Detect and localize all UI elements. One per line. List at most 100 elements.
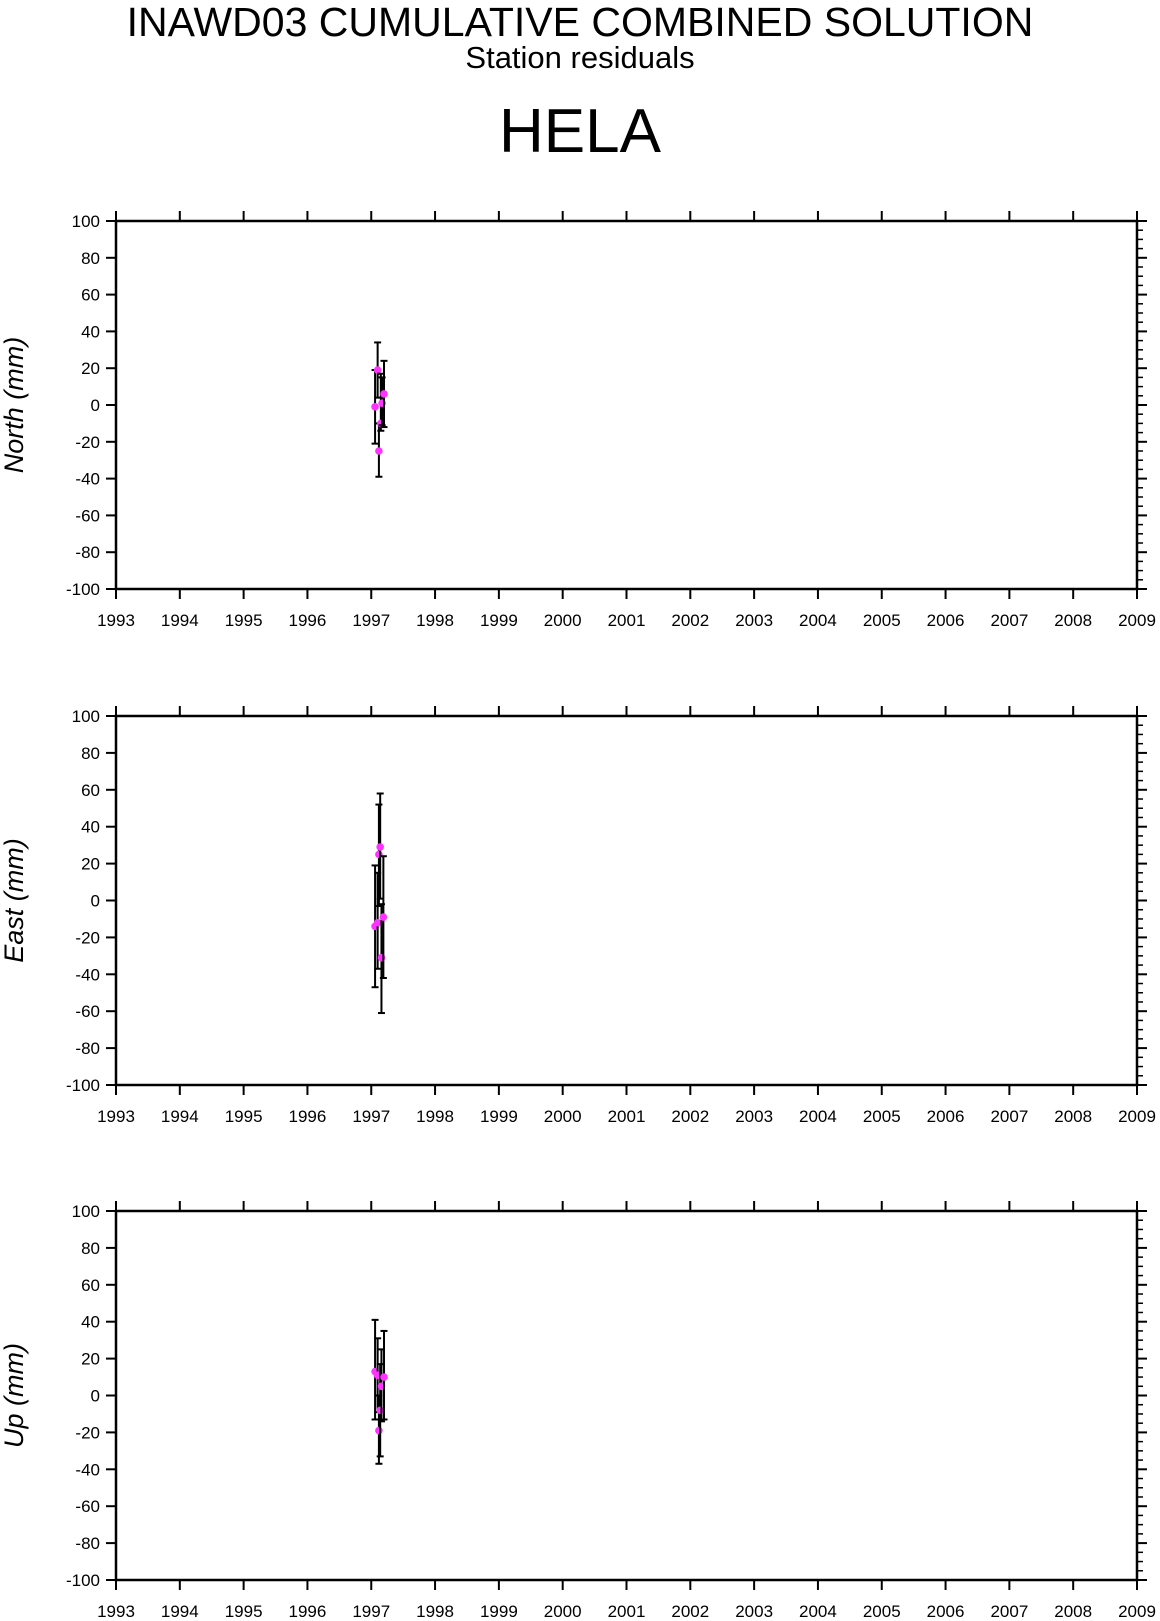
y-tick-label: 100	[72, 212, 100, 231]
x-tick-label: 2002	[671, 611, 709, 630]
x-tick-label: 2009	[1118, 1107, 1156, 1126]
x-tick-label: 1998	[416, 611, 454, 630]
x-tick-label: 1995	[225, 1602, 263, 1621]
x-tick-label: 1999	[480, 611, 518, 630]
x-tick-label: 2009	[1118, 611, 1156, 630]
data-point	[375, 1426, 383, 1435]
x-tick-label: 2001	[608, 611, 646, 630]
y-axis-title: North (mm)	[0, 337, 29, 474]
y-tick-label: 80	[81, 1239, 100, 1258]
y-tick-label: -60	[75, 506, 100, 525]
panel-3: 1993 1994 1995 1996 1997 1998 1999 2000 2001 2002…	[0, 1201, 1156, 1621]
y-tick-label: 100	[72, 1202, 100, 1221]
y-tick-label: -40	[75, 470, 100, 489]
x-tick-label: 2001	[608, 1602, 646, 1621]
x-tick-label: 2000	[544, 1602, 582, 1621]
x-tick-label: 1997	[352, 1107, 390, 1126]
x-tick-label: 2000	[544, 611, 582, 630]
y-tick-label: -20	[75, 1423, 100, 1442]
data-point	[380, 1373, 388, 1381]
x-tick-label: 2005	[863, 611, 901, 630]
plot-frame	[114, 219, 1139, 591]
y-tick-label: -80	[75, 1039, 100, 1058]
y-tick-label: 80	[81, 249, 100, 268]
plot-frame	[114, 714, 1139, 1087]
y-tick-label: 0	[91, 892, 100, 911]
y-tick-label: 0	[91, 396, 100, 415]
y-tick-label: 40	[81, 1313, 100, 1332]
x-tick-label: 1999	[480, 1602, 518, 1621]
x-tick-label: 2001	[608, 1107, 646, 1126]
x-tick-label: 2008	[1054, 1602, 1092, 1621]
y-tick-label: 80	[81, 744, 100, 763]
x-tick-label: 2000	[544, 1107, 582, 1126]
x-tick-label: 1994	[161, 611, 199, 630]
y-tick-label: -100	[66, 1571, 100, 1590]
plot-frame	[114, 1209, 1139, 1582]
x-tick-label: 2006	[927, 1107, 965, 1126]
x-tick-label: 2009	[1118, 1602, 1156, 1621]
x-tick-label: 1996	[289, 1602, 327, 1621]
x-tick-label: 2008	[1054, 611, 1092, 630]
x-tick-label: 2005	[863, 1107, 901, 1126]
x-tick-label: 2007	[990, 611, 1028, 630]
data-point	[380, 390, 388, 398]
y-tick-label: -60	[75, 1002, 100, 1021]
data-point	[373, 918, 382, 927]
x-tick-label: 2003	[735, 611, 773, 630]
x-tick-label: 2008	[1054, 1107, 1092, 1126]
panel-2: 1993 1994 1995 1996 1997 1998 1999 2000 2001 2002…	[0, 706, 1156, 1126]
y-tick-label: 20	[81, 1350, 100, 1369]
x-tick-label: 1993	[97, 611, 135, 630]
y-tick-label: 40	[81, 818, 100, 837]
y-tick-label: 60	[81, 286, 100, 305]
data-point	[373, 366, 382, 374]
chart-subtitle: Station residuals	[465, 40, 695, 75]
y-tick-label: 0	[91, 1387, 100, 1406]
y-tick-label: 60	[81, 781, 100, 800]
x-tick-label: 1995	[225, 1107, 263, 1126]
data-point	[376, 1406, 384, 1415]
x-tick-label: 2006	[927, 611, 965, 630]
y-tick-label: -40	[75, 965, 100, 984]
y-tick-label: -20	[75, 433, 100, 452]
x-tick-label: 2002	[671, 1107, 709, 1126]
chart-title: INAWD03 CUMULATIVE COMBINED SOLUTION	[126, 0, 1034, 45]
x-tick-label: 1994	[161, 1602, 199, 1621]
x-tick-label: 2002	[671, 1602, 709, 1621]
panel-1: 1993 1994 1995 1996 1997 1998 1999 2000 2001 2002…	[0, 211, 1156, 630]
data-point	[375, 447, 383, 455]
y-tick-label: -100	[66, 1076, 100, 1095]
x-tick-label: 2004	[799, 1107, 837, 1126]
y-tick-label: 40	[81, 322, 100, 341]
x-tick-label: 1993	[97, 1602, 135, 1621]
x-tick-label: 1996	[289, 1107, 327, 1126]
x-tick-label: 1999	[480, 1107, 518, 1126]
data-point	[376, 843, 384, 851]
y-tick-label: 100	[72, 707, 100, 726]
x-tick-label: 1998	[416, 1107, 454, 1126]
y-tick-label: -40	[75, 1460, 100, 1479]
x-tick-label: 1993	[97, 1107, 135, 1126]
x-tick-label: 2004	[799, 1602, 837, 1621]
data-point	[371, 403, 379, 411]
y-tick-label: -100	[66, 580, 100, 599]
y-tick-label: -60	[75, 1497, 100, 1516]
x-tick-label: 1996	[289, 611, 327, 630]
y-tick-label: 20	[81, 359, 100, 378]
x-tick-label: 2007	[990, 1602, 1028, 1621]
data-point	[379, 913, 388, 921]
y-tick-label: -80	[75, 543, 100, 562]
x-tick-label: 2003	[735, 1107, 773, 1126]
x-tick-label: 1997	[352, 611, 390, 630]
x-tick-label: 1997	[352, 1602, 390, 1621]
x-tick-label: 1998	[416, 1602, 454, 1621]
x-tick-label: 2005	[863, 1602, 901, 1621]
x-tick-label: 2004	[799, 611, 837, 630]
x-tick-label: 1995	[225, 611, 263, 630]
y-axis-title: East (mm)	[0, 838, 29, 963]
station-name: HELA	[499, 97, 661, 166]
x-tick-label: 2003	[735, 1602, 773, 1621]
y-tick-label: -80	[75, 1534, 100, 1553]
y-axis-title: Up (mm)	[0, 1343, 29, 1448]
